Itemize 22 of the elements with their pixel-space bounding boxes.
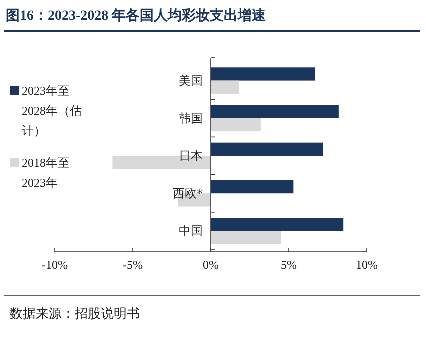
- x-tick-label: 10%: [356, 258, 378, 272]
- bar: [211, 218, 344, 232]
- bar: [211, 80, 240, 94]
- y-tick-label: 美国: [179, 74, 203, 88]
- chart-title: 图16：2023-2028 年各国人均彩妆支出增速: [6, 8, 268, 24]
- y-tick-label: 中国: [179, 224, 203, 238]
- y-tick-label: 西欧*: [173, 186, 203, 201]
- x-tick-label: 5%: [281, 258, 297, 272]
- x-tick-label: -10%: [42, 258, 68, 272]
- x-tick-label: -5%: [123, 258, 143, 272]
- y-tick-label: 韩国: [179, 111, 203, 126]
- x-tick-label: 0%: [203, 258, 219, 272]
- legend-label: 2018年至2023年: [22, 156, 70, 190]
- bar: [211, 231, 282, 244]
- y-tick-label: 日本: [179, 149, 203, 163]
- legend-label: 2023年至2028年（估计）: [22, 84, 82, 138]
- bar: [211, 105, 339, 118]
- bar: [211, 142, 324, 156]
- bar: [211, 68, 316, 81]
- bar: [211, 180, 294, 194]
- bar: [211, 118, 261, 132]
- source-note: 数据来源：招股说明书: [10, 306, 140, 321]
